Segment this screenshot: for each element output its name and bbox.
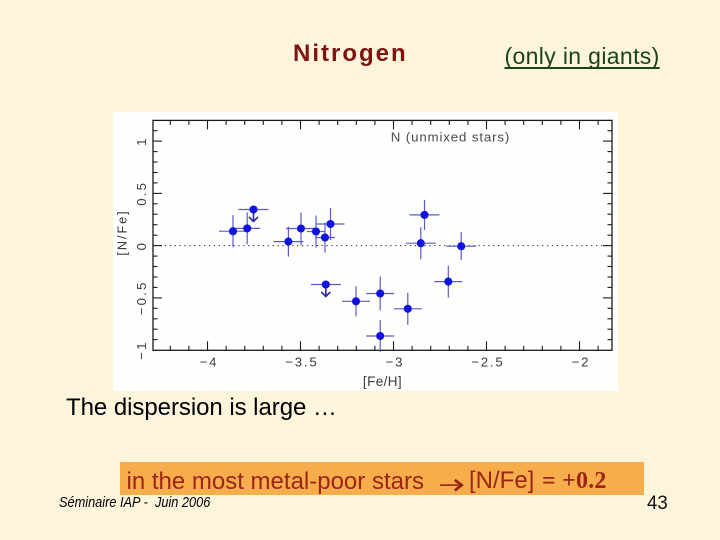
svg-text:[N/Fe]: [N/Fe] xyxy=(115,209,129,255)
svg-text:N (unmixed stars): N (unmixed stars) xyxy=(391,130,510,145)
svg-text:−0.5: −0.5 xyxy=(134,280,149,315)
svg-text:−3.5: −3.5 xyxy=(285,355,318,370)
svg-text:1: 1 xyxy=(134,136,149,146)
svg-text:[Fe/H]: [Fe/H] xyxy=(363,374,402,389)
svg-text:−2.5: −2.5 xyxy=(471,355,504,370)
svg-text:−4: −4 xyxy=(200,355,219,370)
svg-text:−3: −3 xyxy=(386,355,405,370)
svg-text:0.5: 0.5 xyxy=(134,181,149,206)
svg-text:−1: −1 xyxy=(134,340,149,359)
svg-text:−2: −2 xyxy=(572,355,591,370)
svg-text:0: 0 xyxy=(134,241,149,251)
